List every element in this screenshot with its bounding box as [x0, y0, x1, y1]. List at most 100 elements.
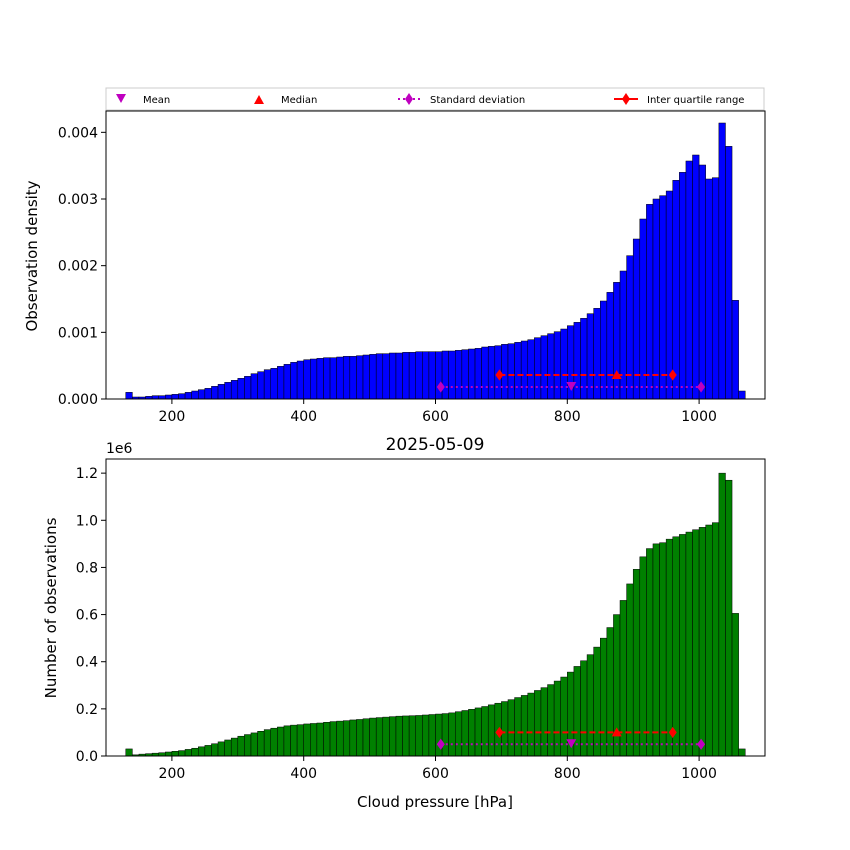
bar: [362, 718, 370, 757]
bar: [461, 349, 469, 400]
bar: [514, 342, 522, 400]
x-tick-label: 1000: [681, 766, 717, 782]
bar: [540, 687, 548, 757]
bar: [553, 331, 561, 400]
y-tick-label: 1.0: [76, 513, 98, 529]
bar: [646, 548, 654, 757]
stats-overlay: [436, 726, 706, 750]
x-tick-label: 1000: [681, 409, 717, 425]
bar: [527, 692, 535, 757]
bottom-plot-title: 2025-05-09: [386, 435, 485, 455]
bottom-x-axis-label: Cloud pressure [hPa]: [357, 793, 513, 811]
bar: [171, 751, 179, 757]
bar: [428, 714, 436, 757]
bar: [534, 337, 542, 400]
bar: [369, 354, 377, 400]
median-marker: [611, 370, 622, 379]
bar: [296, 360, 304, 400]
bar: [593, 646, 601, 757]
x-tick-label: 400: [290, 409, 317, 425]
bar: [534, 690, 542, 757]
legend-label-mean: Mean: [143, 95, 170, 106]
bar: [402, 352, 410, 400]
bar: [705, 178, 713, 400]
bar: [679, 172, 687, 400]
x-ticks: 200 400 600 800 1000: [159, 399, 717, 425]
y-tick-label: 1.2: [76, 466, 98, 482]
bar: [191, 390, 199, 400]
bars-group: [125, 122, 746, 400]
bar: [283, 364, 291, 400]
bar: [646, 204, 654, 400]
bar: [204, 745, 212, 757]
bar: [672, 180, 680, 400]
bar: [296, 724, 304, 757]
legend-item-mean: Mean: [116, 94, 170, 106]
bar: [217, 384, 225, 400]
bar: [481, 706, 489, 757]
bar: [507, 343, 515, 400]
x-tick-label: 200: [159, 766, 186, 782]
legend-frame: [105, 87, 765, 111]
stats-overlay: [436, 369, 706, 393]
bar: [184, 749, 192, 757]
bar: [487, 704, 496, 757]
bar: [725, 146, 733, 400]
bar: [659, 195, 667, 400]
bar: [606, 292, 614, 400]
bar: [520, 340, 529, 400]
bar: [204, 388, 212, 400]
bar: [257, 371, 265, 400]
bar: [448, 350, 456, 400]
bars-group: [125, 472, 746, 757]
bar: [310, 723, 318, 757]
bar: [316, 358, 324, 400]
bar: [698, 164, 706, 400]
bar: [619, 270, 627, 400]
bar: [507, 699, 515, 757]
bar: [679, 534, 687, 757]
x-tick-label: 400: [290, 766, 317, 782]
bar: [323, 357, 331, 400]
bar: [375, 717, 384, 757]
bar: [310, 358, 318, 400]
std-low-marker: [436, 738, 445, 750]
bar: [395, 715, 403, 757]
bar: [468, 709, 476, 757]
bar: [520, 695, 529, 757]
density-histogram-panel: Observation density 200 400 600 800 1000 0.00…: [23, 110, 766, 425]
x-tick-label: 200: [159, 409, 186, 425]
bar: [211, 743, 219, 757]
bar: [290, 724, 298, 757]
bar: [712, 177, 720, 400]
bar: [428, 351, 436, 400]
bar: [382, 716, 390, 757]
bar: [349, 356, 357, 400]
bar: [685, 160, 693, 400]
bar: [349, 719, 357, 757]
median-marker: [611, 727, 622, 737]
bar: [422, 714, 430, 757]
bar: [250, 373, 258, 400]
bar: [455, 350, 463, 400]
bar: [731, 300, 739, 400]
bar: [389, 352, 397, 400]
bar: [270, 727, 278, 757]
bar: [323, 722, 331, 757]
bar: [468, 348, 476, 400]
iqr-high-marker: [668, 726, 677, 739]
bar: [389, 716, 397, 757]
y-tick-label: 0.8: [76, 560, 98, 576]
bar: [586, 654, 594, 757]
bar: [527, 339, 535, 400]
bar: [639, 556, 647, 757]
bar: [356, 719, 364, 757]
bar: [705, 524, 713, 757]
iqr-low-marker: [495, 726, 504, 739]
bar: [415, 351, 423, 400]
bar: [408, 352, 416, 400]
bar: [125, 748, 133, 757]
bar: [362, 354, 370, 400]
